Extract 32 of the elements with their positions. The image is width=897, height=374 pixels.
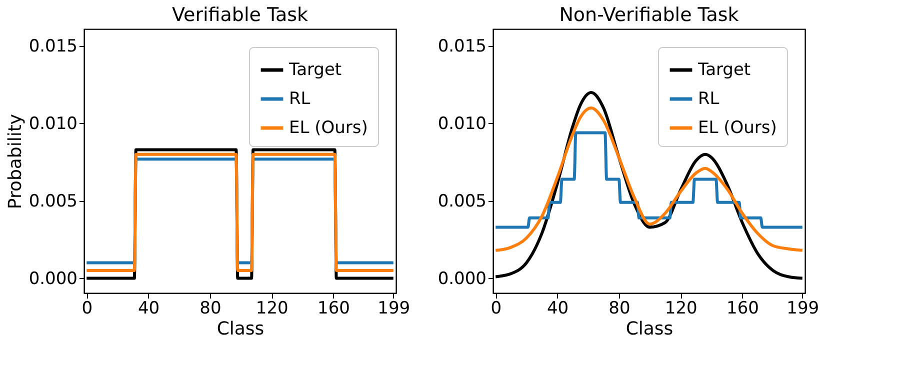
x-tick-label: 40 [138,298,160,318]
legend-label: Target [697,60,751,80]
x-tick-label: 160 [726,298,759,318]
x-axis-title: Class [216,318,264,340]
y-axis-title: Probability [4,114,26,210]
chart-title: Verifiable Task [172,4,308,26]
x-tick-label: 160 [318,298,350,318]
x-tick-label: 0 [82,298,93,318]
y-tick-label: 0.000 [438,268,486,289]
x-tick-label: 199 [378,298,410,318]
legend-label: Target [288,60,342,80]
y-tick-label: 0.010 [438,114,486,134]
y-tick-label: 0.015 [28,36,78,57]
x-tick-label: 120 [256,298,288,318]
x-tick-label: 40 [546,298,569,318]
y-tick-label: 0.005 [438,191,486,212]
y-tick-label: 0.010 [28,114,78,134]
legend-label: EL (Ours) [289,118,368,138]
x-tick-label: 80 [200,298,222,318]
legend-label: RL [698,89,720,109]
x-tick-label: 199 [786,298,820,318]
x-tick-label: 0 [490,298,502,318]
legend-label: EL (Ours) [698,118,777,138]
y-tick-label: 0.005 [28,191,78,212]
y-tick-label: 0.000 [28,268,78,289]
x-axis-title: Class [626,318,674,340]
chart-title: Non-Verifiable Task [559,4,739,26]
y-tick-label: 0.015 [438,36,486,57]
line-series [494,106,804,252]
x-tick-label: 80 [608,298,630,318]
x-tick-label: 120 [664,298,698,318]
legend-label: RL [289,89,311,109]
